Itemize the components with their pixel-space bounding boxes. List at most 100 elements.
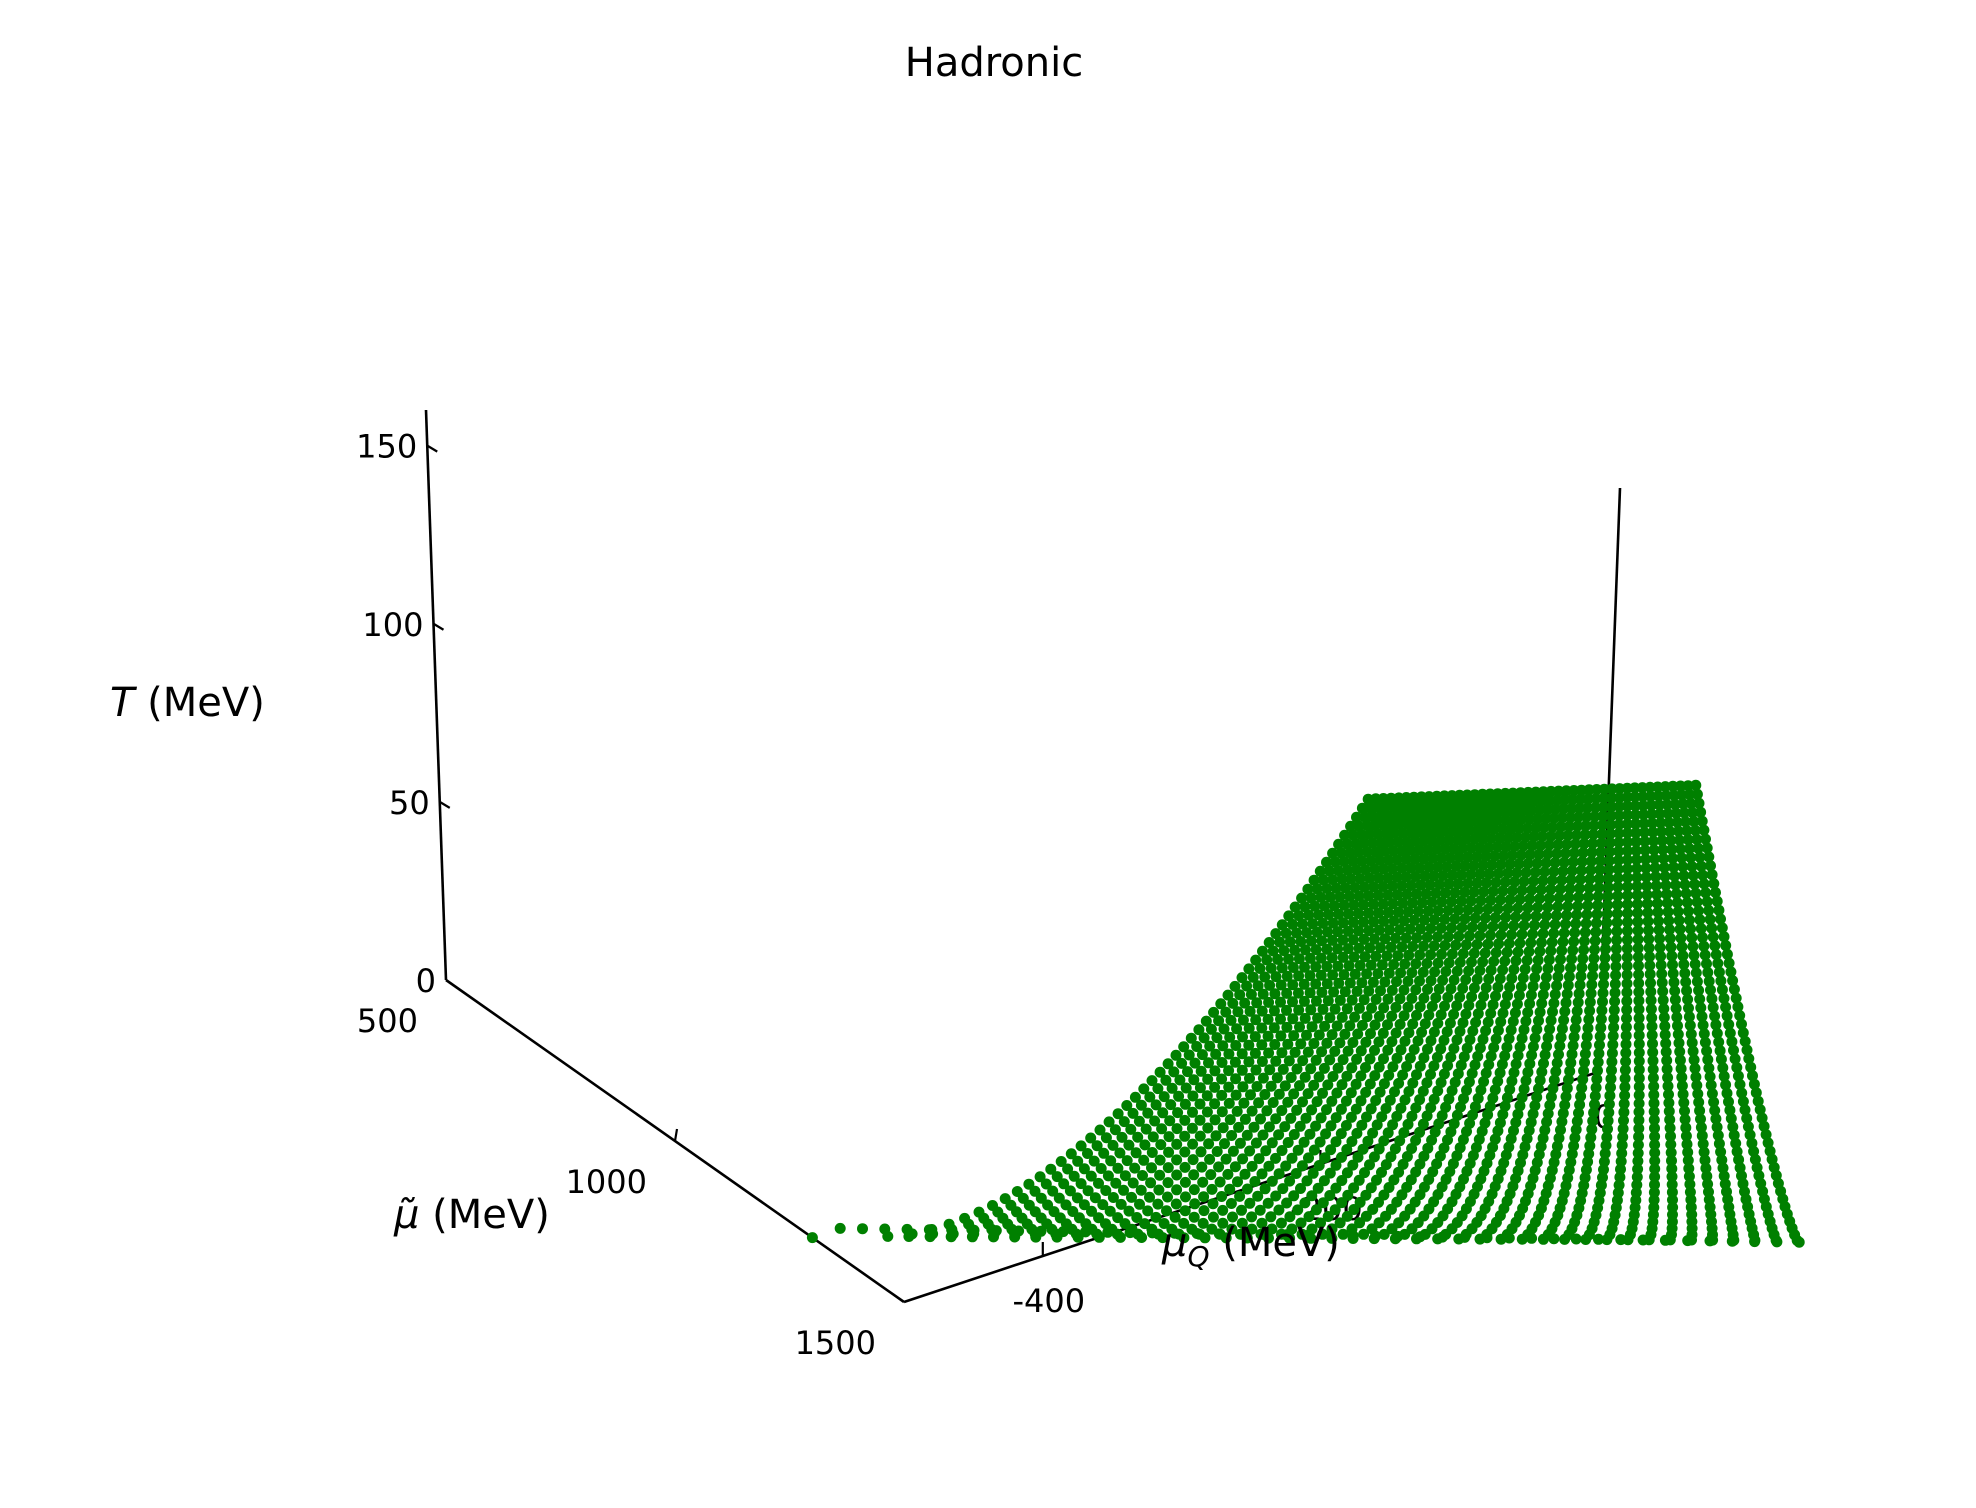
- data-point: [1390, 932, 1402, 944]
- data-point: [1389, 1086, 1400, 1098]
- data-point: [1580, 1039, 1592, 1051]
- data-point: [1223, 1097, 1235, 1109]
- data-point: [1494, 1067, 1506, 1079]
- data-point: [1332, 865, 1344, 877]
- data-point: [1518, 804, 1530, 816]
- data-point: [1632, 942, 1644, 954]
- data-point: [1701, 896, 1713, 908]
- data-point: [1338, 899, 1350, 911]
- data-point: [1632, 951, 1644, 963]
- data-point: [1533, 1015, 1544, 1027]
- data-point: [1450, 798, 1462, 810]
- data-point: [1663, 817, 1675, 828]
- data-point: [1369, 1044, 1380, 1056]
- data-point: [1209, 1098, 1221, 1110]
- data-point: [1139, 1218, 1151, 1230]
- data-point: [1226, 1223, 1238, 1235]
- data-point: [1530, 822, 1542, 834]
- data-point: [1288, 1129, 1300, 1140]
- data-point: [1263, 1047, 1275, 1059]
- data-point: [1166, 1082, 1178, 1094]
- data-point: [1647, 826, 1659, 838]
- data-point: [1327, 874, 1339, 886]
- data-point: [1188, 1169, 1200, 1181]
- data-point: [1621, 791, 1633, 803]
- data-point: [1361, 1111, 1372, 1123]
- data-point: [1504, 858, 1516, 870]
- data-point: [1422, 808, 1434, 820]
- data-point: [1555, 1031, 1567, 1043]
- data-point: [1144, 1091, 1156, 1103]
- z-tick-label: 100: [362, 606, 423, 644]
- data-point: [1364, 828, 1376, 840]
- data-point: [1434, 817, 1446, 829]
- data-point: [1608, 1021, 1620, 1033]
- data-point: [1712, 957, 1724, 969]
- data-point: [1239, 1113, 1251, 1125]
- data-point: [1630, 809, 1641, 821]
- data-point: [1387, 898, 1399, 910]
- data-point: [1622, 916, 1633, 928]
- data-point: [1276, 919, 1288, 931]
- data-point: [1289, 944, 1301, 956]
- data-point: [1328, 986, 1340, 998]
- data-point: [1386, 1010, 1398, 1022]
- data-point: [1216, 1106, 1228, 1118]
- data-point: [1389, 827, 1400, 839]
- data-point: [1334, 1217, 1346, 1229]
- data-point: [1126, 1191, 1137, 1203]
- data-point: [1333, 838, 1345, 850]
- data-point: [1705, 984, 1716, 996]
- data-point: [1542, 1108, 1554, 1120]
- data-point: [1665, 1138, 1677, 1150]
- data-point: [1287, 979, 1299, 991]
- data-point: [1490, 912, 1501, 924]
- data-point: [1349, 882, 1361, 893]
- data-point: [1154, 1169, 1166, 1181]
- data-point: [1497, 823, 1509, 835]
- data-point: [1621, 951, 1633, 963]
- data-point: [1068, 1170, 1080, 1182]
- data-point: [1231, 1105, 1243, 1117]
- data-point: [1292, 1144, 1304, 1156]
- data-point: [1501, 946, 1513, 958]
- data-point: [1477, 921, 1489, 933]
- data-point: [1086, 1205, 1097, 1217]
- data-point: [1426, 835, 1438, 847]
- data-point: [1468, 982, 1480, 994]
- data-point: [1337, 934, 1349, 946]
- data-point: [1568, 1140, 1580, 1152]
- data-point: [1439, 843, 1451, 855]
- data-point: [1746, 1137, 1758, 1149]
- y-axis-label-symbol: μ̃: [393, 1192, 419, 1238]
- data-point: [1370, 1095, 1382, 1106]
- data-point: [1129, 1162, 1141, 1174]
- data-point: [1494, 973, 1506, 985]
- data-point: [1040, 1178, 1052, 1190]
- data-point: [1540, 813, 1552, 824]
- data-point: [1564, 883, 1576, 895]
- data-point: [1548, 1074, 1560, 1086]
- data-point: [1665, 1147, 1677, 1159]
- data-point: [1619, 1081, 1631, 1093]
- data-point: [1702, 967, 1714, 978]
- data-point: [1398, 915, 1410, 927]
- data-point: [1306, 1021, 1318, 1033]
- data-point: [1329, 1204, 1341, 1216]
- data-point: [1680, 816, 1692, 828]
- data-point: [1609, 995, 1621, 1007]
- x-axis-label-subscript: Q: [1187, 1240, 1209, 1273]
- data-point: [1589, 1090, 1601, 1102]
- data-point: [1162, 1058, 1174, 1070]
- data-point: [1455, 1101, 1466, 1113]
- data-point: [1528, 795, 1540, 807]
- data-point: [1698, 1146, 1710, 1158]
- data-point: [1297, 1096, 1308, 1108]
- data-point: [1414, 862, 1426, 874]
- data-point: [1352, 1028, 1364, 1040]
- data-point: [1414, 826, 1425, 838]
- data-point: [1252, 1190, 1264, 1202]
- data-point: [1666, 1155, 1677, 1167]
- data-point: [1217, 1122, 1229, 1134]
- data-point: [1442, 905, 1454, 916]
